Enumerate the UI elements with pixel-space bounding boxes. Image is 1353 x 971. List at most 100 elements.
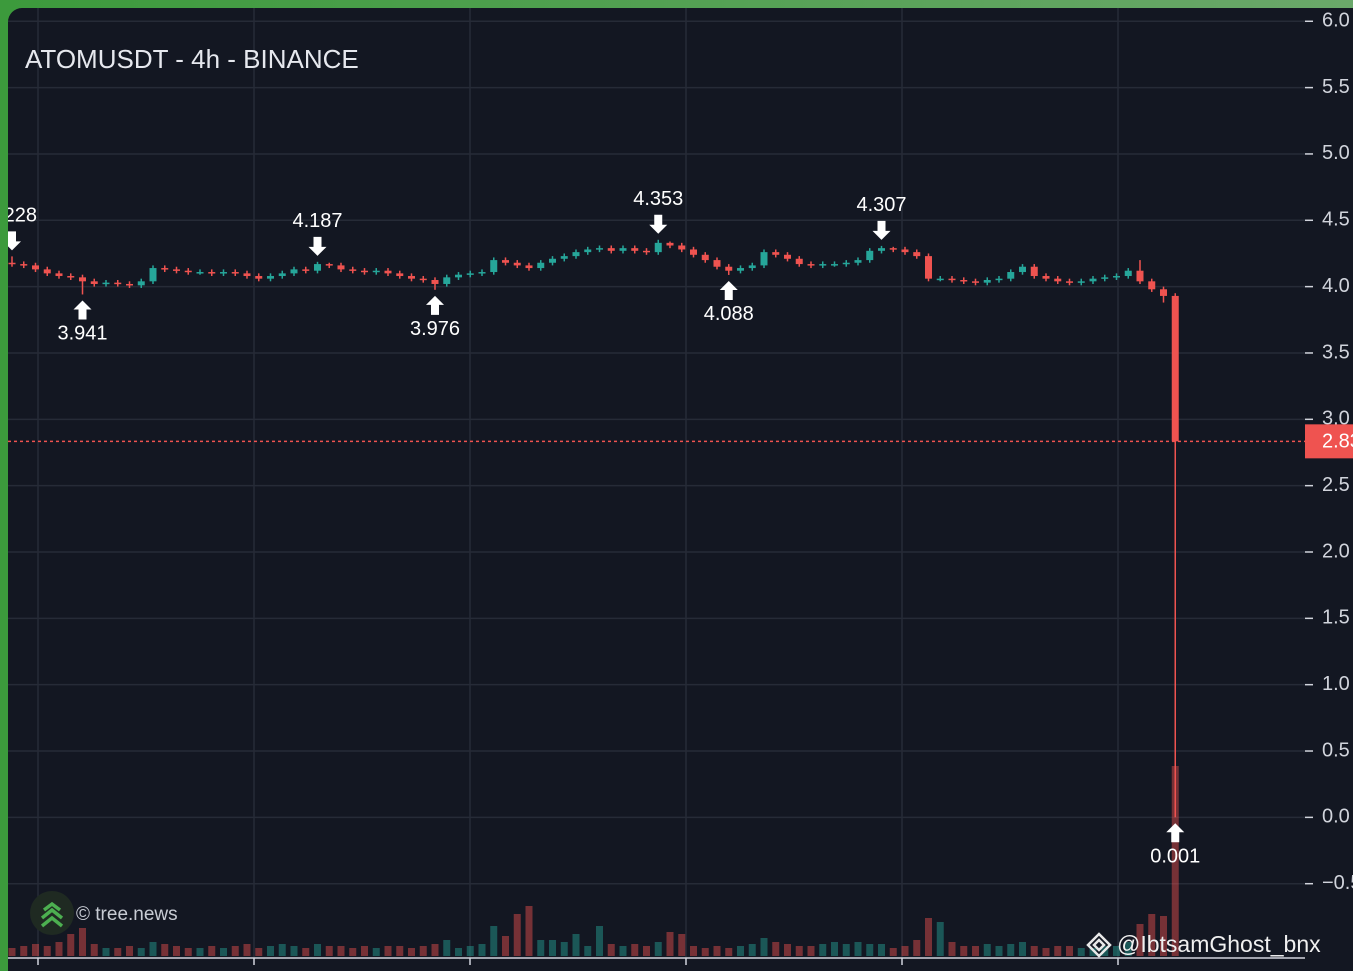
volume-bar: [161, 944, 169, 956]
volume-bar: [1054, 946, 1062, 956]
top-border: [0, 0, 1353, 8]
candle-body: [1160, 289, 1167, 296]
candle-body: [314, 264, 321, 271]
low-label: 0.001: [1150, 846, 1200, 868]
candle-body: [596, 248, 603, 250]
candle-body: [584, 249, 592, 253]
candle-body: [866, 250, 874, 261]
candle-body: [102, 282, 110, 285]
volume-bar: [455, 948, 462, 956]
volume-bar: [361, 946, 368, 956]
y-tick-label: −0.5: [1322, 872, 1353, 894]
volume-bar: [760, 938, 768, 956]
low-label: 4.088: [704, 303, 754, 325]
volume-bar: [643, 946, 650, 956]
candle-body: [220, 272, 227, 274]
y-tick-label: 4.0: [1322, 275, 1350, 297]
volume-bar: [1124, 942, 1132, 956]
volume-bar: [866, 944, 874, 956]
candle-body: [737, 268, 744, 271]
candle-body: [290, 269, 298, 274]
y-tick-label: 5.5: [1322, 76, 1350, 98]
volume-bar: [1148, 914, 1156, 956]
volume-bar: [983, 944, 991, 956]
candle-body: [243, 273, 251, 277]
volume-bar: [208, 946, 216, 956]
candle-body: [854, 260, 862, 263]
candle-body: [443, 277, 451, 284]
volume-bar: [678, 934, 686, 956]
volume-bar: [831, 942, 838, 956]
volume-bar: [384, 946, 392, 956]
binance-icon: [1086, 932, 1112, 958]
volume-bar: [795, 946, 803, 956]
candle-body: [255, 276, 263, 279]
volume-bar: [173, 946, 180, 956]
volume-bar: [901, 946, 909, 956]
logo: [30, 891, 74, 935]
candle-body: [807, 264, 815, 266]
volume-bar: [725, 948, 733, 956]
volume-bar: [701, 948, 709, 956]
candle-body: [32, 265, 39, 270]
candle-body: [995, 278, 1003, 281]
low-label: 3.976: [410, 318, 460, 340]
low-marker: [719, 280, 738, 300]
watermark: © tree.news: [76, 904, 178, 925]
candle-body: [784, 254, 791, 259]
last-price-box: [1305, 424, 1353, 459]
candle-body: [337, 265, 345, 270]
candle-body: [972, 281, 979, 283]
high-label: 4.228: [0, 205, 37, 227]
candle-body: [748, 265, 756, 269]
candle-body: [1089, 278, 1097, 282]
volume-bar: [137, 948, 145, 956]
volume-bar: [220, 948, 227, 956]
candle-body: [654, 242, 662, 253]
price-axis-panel: [1305, 8, 1353, 971]
volume-bar: [290, 946, 298, 956]
volume-bar: [1171, 766, 1179, 956]
volume-bar: [572, 934, 580, 956]
candle-body: [936, 278, 944, 281]
volume-bar: [1113, 946, 1120, 956]
last-price-label: 2.834: [1322, 431, 1353, 453]
candle-body: [137, 281, 145, 286]
candle-body: [831, 264, 838, 266]
volume-bar: [1077, 948, 1085, 956]
candle-body: [302, 269, 310, 271]
candle-body: [1030, 266, 1038, 277]
volume-bar: [502, 936, 509, 956]
candle-body: [196, 272, 204, 274]
candle-body: [419, 278, 427, 281]
candle-body: [384, 270, 392, 274]
candle-body: [114, 282, 122, 285]
candle-body: [278, 273, 286, 277]
candle-body: [1054, 278, 1062, 282]
low-label: 3.941: [57, 323, 107, 345]
volume-bar: [267, 946, 274, 956]
candle-body: [231, 272, 239, 274]
volume-bar: [231, 946, 239, 956]
candle-body: [349, 269, 357, 271]
volume-bar: [1019, 942, 1026, 956]
candle-body: [690, 249, 697, 255]
low-marker: [426, 295, 444, 315]
candle-body: [948, 278, 956, 281]
volume-bar: [619, 946, 627, 956]
candle-body: [1148, 281, 1156, 290]
volume-bar: [184, 948, 192, 956]
candle-body: [842, 262, 850, 265]
volume-bar: [607, 944, 615, 956]
volume-bar: [631, 944, 639, 956]
volume-bar: [713, 946, 721, 956]
candle-body: [525, 265, 533, 269]
candle-body: [466, 273, 474, 275]
y-tick-label: 4.5: [1322, 209, 1350, 231]
volume-bar: [337, 946, 345, 956]
candle-body: [1171, 295, 1179, 442]
volume-bar: [1030, 946, 1038, 956]
low-marker: [73, 300, 92, 320]
volume-bar: [1042, 948, 1050, 956]
